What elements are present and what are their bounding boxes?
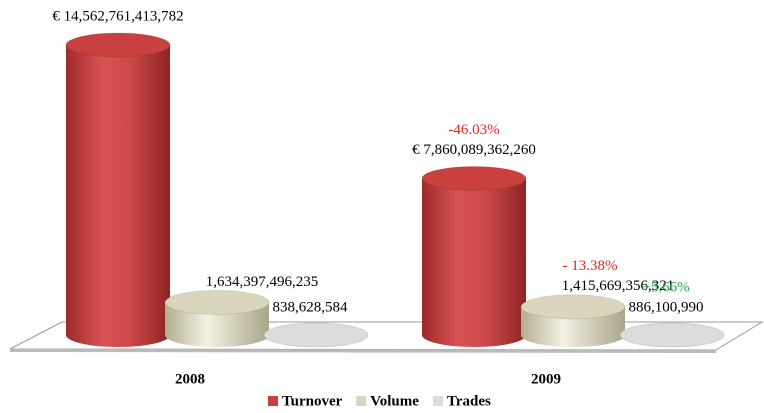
legend-swatch (268, 396, 278, 406)
x-tick-label: 2009 (531, 371, 561, 387)
cylinder-top (422, 166, 526, 190)
legend-label: Turnover (282, 393, 343, 408)
legend-label: Volume (370, 393, 419, 408)
cylinder-body (422, 178, 526, 335)
cylinder-top (66, 33, 170, 57)
cylinder-top (620, 323, 724, 347)
cylinder-top (165, 290, 269, 314)
cylinder-body (66, 45, 170, 335)
cylinder (66, 33, 170, 347)
legend-swatch (433, 396, 443, 406)
legend-label: Trades (447, 393, 491, 408)
legend-swatch (356, 396, 366, 406)
cylinder (264, 323, 368, 347)
cylinder-top (264, 323, 368, 347)
value-label: € 7,860,089,362,260 (412, 142, 536, 158)
value-label: 886,100,990 (629, 299, 704, 315)
value-label: € 14,562,761,413,782 (52, 8, 183, 24)
change-label: -46.03% (448, 122, 499, 138)
cylinder (521, 295, 625, 347)
value-label: 838,628,584 (273, 299, 349, 315)
cylinder (620, 323, 724, 347)
cylinder (422, 166, 526, 347)
change-label: - 13.38% (563, 258, 618, 274)
x-tick-label: 2008 (175, 371, 205, 387)
cylinder-top (521, 295, 625, 319)
change-label: +5.66% (642, 279, 689, 295)
value-label: 1,634,397,496,235 (206, 274, 319, 290)
cylinder (165, 290, 269, 347)
